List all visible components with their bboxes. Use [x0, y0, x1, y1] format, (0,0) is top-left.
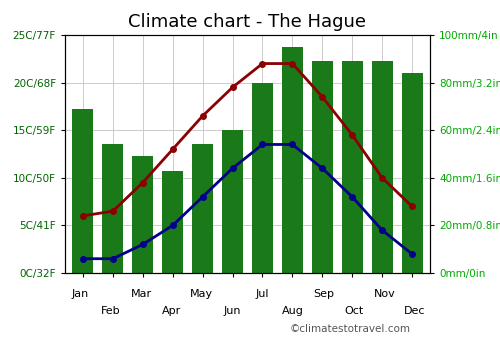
Bar — [282, 47, 303, 273]
Bar — [72, 109, 94, 273]
Text: Apr: Apr — [162, 306, 181, 316]
Text: Nov: Nov — [374, 289, 395, 299]
Text: May: May — [190, 289, 214, 299]
Bar — [222, 130, 243, 273]
Text: Oct: Oct — [344, 306, 364, 316]
Bar — [162, 171, 183, 273]
Text: Sep: Sep — [313, 289, 334, 299]
Bar — [312, 61, 333, 273]
Text: Feb: Feb — [101, 306, 120, 316]
Text: Aug: Aug — [282, 306, 304, 316]
Bar — [252, 83, 273, 273]
Bar — [372, 61, 392, 273]
Bar — [342, 61, 362, 273]
Text: Jul: Jul — [256, 289, 270, 299]
Bar — [102, 145, 124, 273]
Bar — [192, 145, 213, 273]
Text: ©climatestotravel.com: ©climatestotravel.com — [290, 324, 411, 334]
Text: Jan: Jan — [72, 289, 89, 299]
Text: Dec: Dec — [404, 306, 425, 316]
Text: Mar: Mar — [130, 289, 152, 299]
Text: Jun: Jun — [224, 306, 241, 316]
Bar — [132, 156, 154, 273]
Bar — [402, 73, 422, 273]
Title: Climate chart - The Hague: Climate chart - The Hague — [128, 13, 366, 31]
